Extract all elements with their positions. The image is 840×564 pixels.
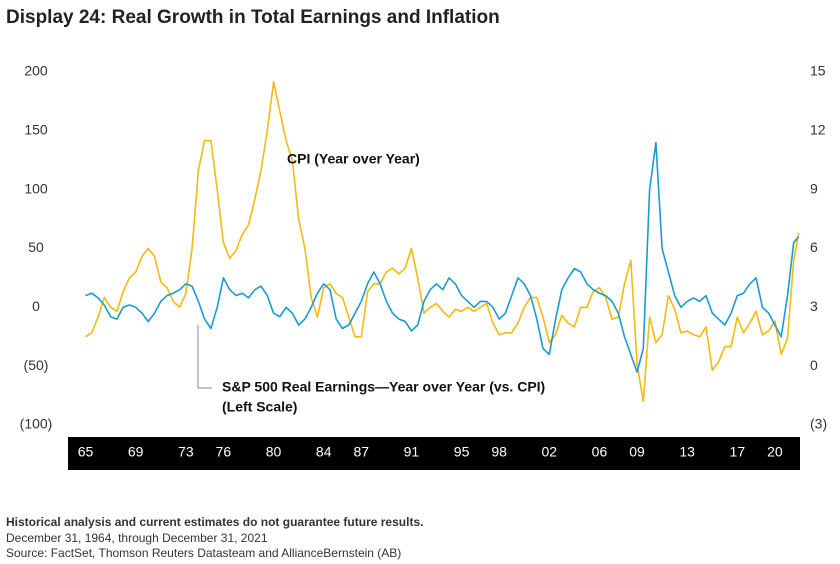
footnote: December 31, 1964, through December 31, …	[6, 531, 268, 545]
x-tick-label: 69	[128, 444, 144, 460]
x-tick-label: 06	[592, 444, 608, 460]
x-tick-label: 98	[491, 444, 507, 460]
x-tick-label: 87	[354, 444, 370, 460]
series-line	[85, 81, 800, 403]
annotation: CPI (Year over Year)	[287, 151, 420, 167]
y2-tick-label: 9	[810, 180, 818, 196]
x-tick-label: 95	[454, 444, 470, 460]
y-tick-label: 200	[24, 63, 48, 79]
y-tick-label: (50)	[24, 357, 49, 373]
x-tick-label: 20	[767, 444, 783, 460]
y2-tick-label: 6	[810, 239, 818, 255]
annotation: S&P 500 Real Earnings—Year over Year (vs…	[222, 379, 545, 395]
x-tick-label: 17	[730, 444, 746, 460]
x-tick-label: 73	[178, 444, 194, 460]
x-tick-label: 91	[404, 444, 420, 460]
x-tick-label: 65	[78, 444, 94, 460]
x-tick-label: 76	[216, 444, 232, 460]
y2-tick-label: (3)	[810, 416, 827, 432]
y-tick-label: 0	[32, 298, 40, 314]
x-tick-label: 13	[679, 444, 695, 460]
chart-title: Display 24: Real Growth in Total Earning…	[6, 7, 500, 28]
y-tick-label: 150	[24, 122, 48, 138]
y2-tick-label: 12	[810, 122, 826, 138]
footnote: Historical analysis and current estimate…	[6, 515, 423, 529]
y2-tick-label: 3	[810, 298, 818, 314]
series-line	[85, 141, 800, 373]
y-tick-label: 50	[28, 239, 44, 255]
x-tick-label: 02	[542, 444, 558, 460]
x-axis-band	[68, 437, 800, 470]
y2-tick-label: 15	[810, 63, 826, 79]
y-tick-label: 100	[24, 180, 48, 196]
y2-tick-label: 0	[810, 357, 818, 373]
x-tick-label: 09	[629, 444, 645, 460]
leader-line	[197, 325, 212, 389]
x-tick-label: 80	[266, 444, 282, 460]
y-tick-label: (100)	[20, 416, 53, 432]
x-tick-label: 84	[316, 444, 332, 460]
annotation: (Left Scale)	[222, 399, 297, 415]
footnote: Source: FactSet, Thomson Reuters Dataste…	[6, 546, 401, 560]
plot	[85, 81, 800, 403]
